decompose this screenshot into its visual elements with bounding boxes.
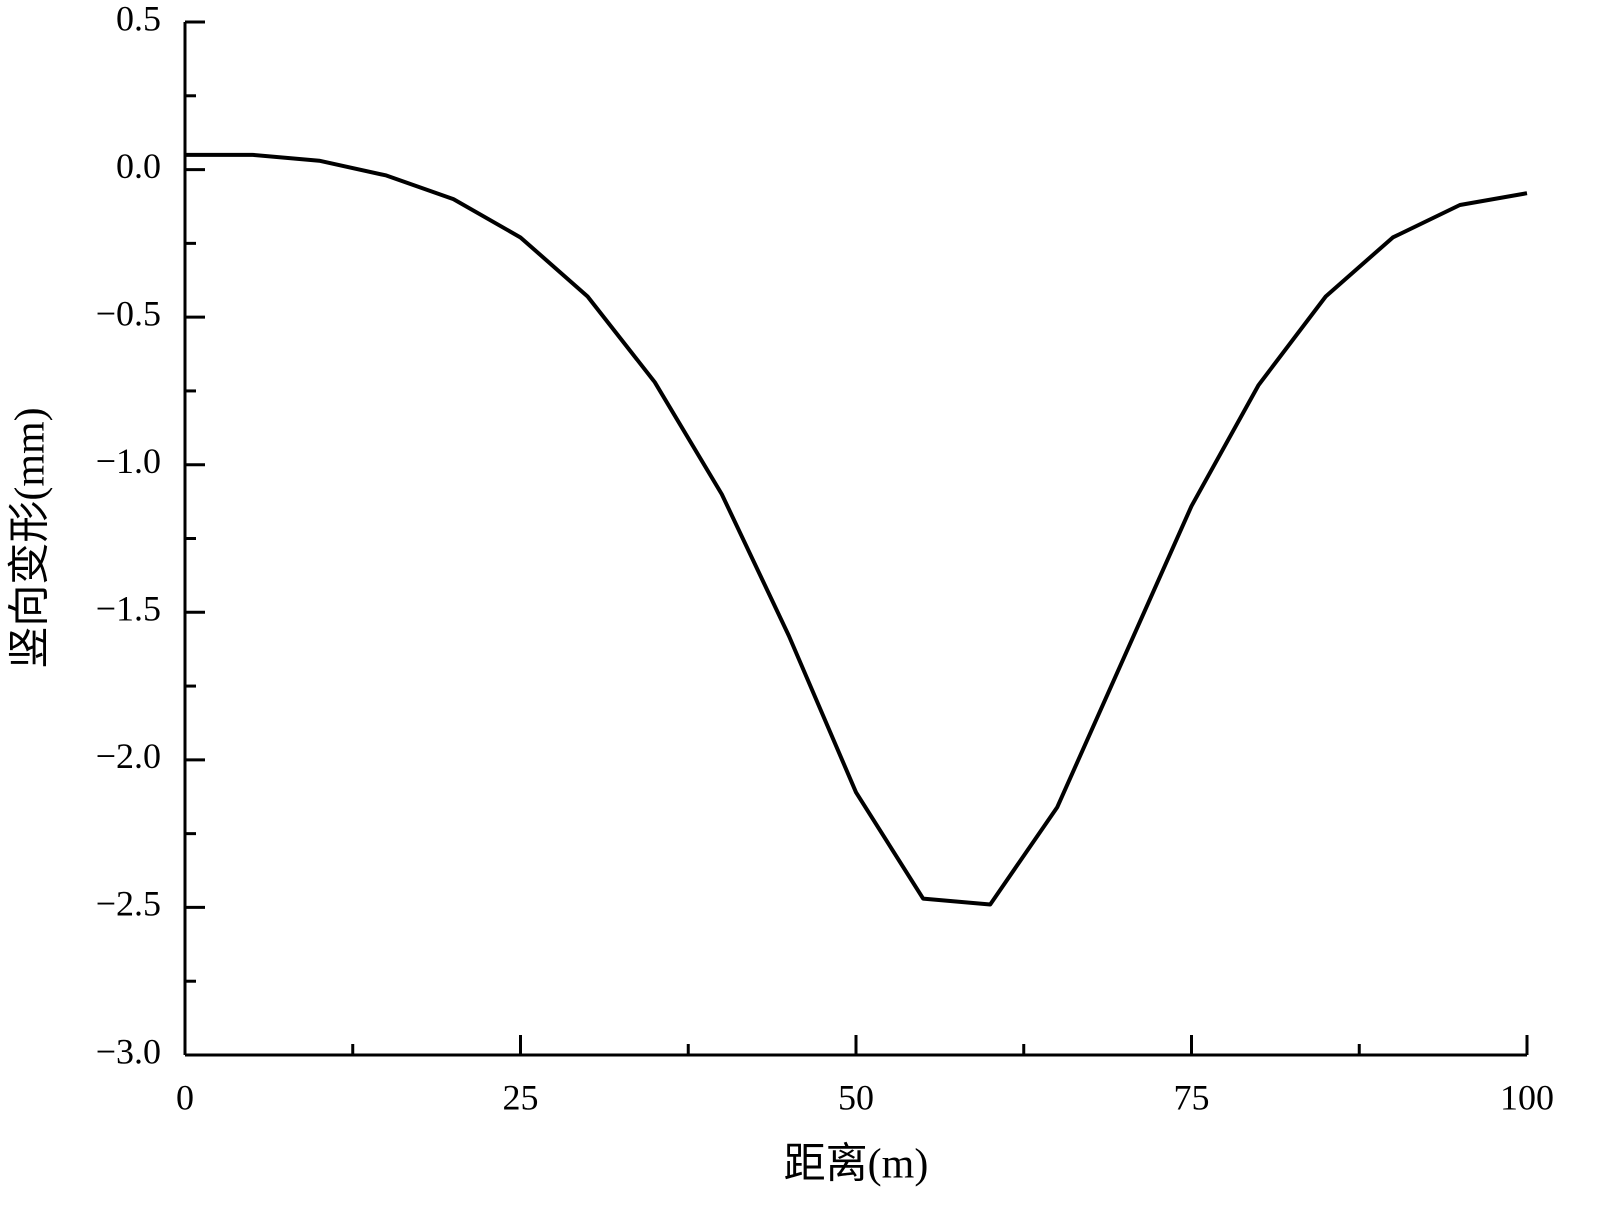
x-tick-label: 25 (503, 1077, 539, 1117)
data-line (185, 152, 1528, 907)
x-tick-label: 75 (1174, 1077, 1210, 1117)
y-tick-label: −3.0 (96, 1031, 161, 1071)
y-axis-title: 竖向变形(mm) (7, 407, 54, 668)
y-tick-label: −1.5 (96, 589, 161, 629)
y-tick-label: −0.5 (96, 293, 161, 333)
y-tick-label: 0.5 (116, 0, 161, 38)
x-tick-label: 0 (176, 1077, 194, 1117)
x-tick-label: 100 (1500, 1077, 1554, 1117)
x-tick-label: 50 (838, 1077, 874, 1117)
x-axis-title: 距离(m) (784, 1141, 929, 1188)
y-tick-label: −2.5 (96, 884, 161, 924)
y-tick-label: 0.0 (116, 146, 161, 186)
y-tick-label: −2.0 (96, 736, 161, 776)
y-tick-label: −1.0 (96, 441, 161, 481)
